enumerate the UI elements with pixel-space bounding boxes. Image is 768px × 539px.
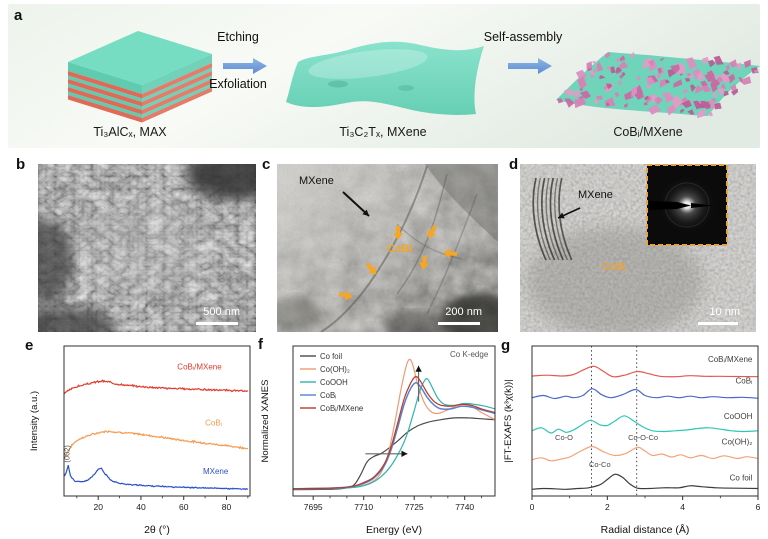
svg-text:Co foil: Co foil xyxy=(730,473,753,482)
svg-text:Co-Co: Co-Co xyxy=(589,460,611,469)
tem-scale-label: 200 nm xyxy=(445,306,482,318)
etching-label: Etching xyxy=(217,30,259,44)
svg-text:MXene: MXene xyxy=(203,467,229,476)
svg-text:CoOOH: CoOOH xyxy=(320,378,348,387)
panel-g-letter: g xyxy=(501,337,511,354)
svg-text:Co(OH)₂: Co(OH)₂ xyxy=(722,437,753,446)
lattice-fringes xyxy=(532,177,573,261)
tem-scale-bar xyxy=(438,322,480,325)
tem-mxene-label: MXene xyxy=(299,175,334,187)
svg-text:Co K-edge: Co K-edge xyxy=(450,350,489,359)
svg-text:CoBᵢ: CoBᵢ xyxy=(736,377,753,386)
exfoliation-label: Exfoliation xyxy=(209,77,267,91)
svg-text:7725: 7725 xyxy=(405,502,424,512)
panel-e-letter: e xyxy=(25,337,34,354)
panel-f-letter: f xyxy=(258,336,263,353)
hrtem-mxene-label: MXene xyxy=(578,189,613,201)
svg-text:CoBᵢ/MXene: CoBᵢ/MXene xyxy=(177,362,222,371)
max-phase-label: Ti₃AlCₓ, MAX xyxy=(93,125,167,139)
hrtem-cob-label: CoBᵢ xyxy=(602,261,627,273)
svg-text:60: 60 xyxy=(179,502,189,512)
panel-a-letter: a xyxy=(14,7,23,24)
sem-image: 500 nm xyxy=(38,164,256,332)
svg-text:Co(OH)₂: Co(OH)₂ xyxy=(320,365,350,374)
svg-text:CoBᵢ/MXene: CoBᵢ/MXene xyxy=(708,355,753,364)
cob-mxene-product-label: CoBᵢ/MXene xyxy=(613,125,683,139)
hrtem-scale-label: 10 nm xyxy=(709,306,740,318)
svg-text:2: 2 xyxy=(605,502,610,512)
svg-text:0: 0 xyxy=(530,502,535,512)
exafs-plot-svg: 0 2 4 6 Radial distance (Å) |FT-EXAFS (k³χ(k)… xyxy=(503,345,761,536)
panel-d-letter: d xyxy=(509,156,519,173)
xanes-plot-svg: 7695 7710 7725 7740 Energy (eV) Normalized XA… xyxy=(260,345,496,536)
svg-text:4: 4 xyxy=(680,502,685,512)
xanes-chart: 7695 7710 7725 7740 Energy (eV) Normalized XA… xyxy=(257,336,502,538)
svg-text:7695: 7695 xyxy=(304,502,323,512)
sem-scale-label: 500 nm xyxy=(203,306,240,318)
svg-text:Normalized XANES: Normalized XANES xyxy=(260,380,271,463)
svg-text:Co-O: Co-O xyxy=(555,433,573,442)
svg-text:CoBᵢ/MXene: CoBᵢ/MXene xyxy=(320,404,363,413)
scheme-illustration xyxy=(8,4,760,148)
svg-text:7710: 7710 xyxy=(354,502,373,512)
hrtem-image: MXene CoBᵢ 10 nm xyxy=(520,164,756,332)
svg-text:20: 20 xyxy=(93,502,103,512)
hrtem-scale-bar xyxy=(698,322,738,325)
svg-text:|FT-EXAFS (k³χ(k))|: |FT-EXAFS (k³χ(k))| xyxy=(503,379,514,462)
svg-text:CoBᵢ: CoBᵢ xyxy=(320,391,336,400)
exafs-chart: 0 2 4 6 Radial distance (Å) |FT-EXAFS (k³χ(k)… xyxy=(500,336,768,538)
svg-text:80: 80 xyxy=(222,502,232,512)
tem-texture xyxy=(277,164,498,332)
xrd-plot-svg: 20 40 60 80 2θ (°) Intensity (a.u.) CoBᵢ/MXene… xyxy=(29,345,251,536)
sem-scale-bar xyxy=(196,322,238,325)
panel-c-letter: c xyxy=(262,156,271,173)
svg-text:Energy (eV): Energy (eV) xyxy=(366,524,422,536)
saed-inset xyxy=(646,164,728,246)
svg-text:CoBᵢ: CoBᵢ xyxy=(205,419,222,428)
svg-text:2θ (°): 2θ (°) xyxy=(144,524,170,536)
tem-cob-label: CoBi xyxy=(387,243,413,255)
svg-text:40: 40 xyxy=(136,502,146,512)
panel-b-letter: b xyxy=(16,156,26,173)
tem-image: MXene CoBi 200 nm xyxy=(277,164,498,332)
mxene-product-label: Ti₃C₂Tₓ, MXene xyxy=(339,125,427,139)
xrd-chart: 20 40 60 80 2θ (°) Intensity (a.u.) CoBᵢ/MXene… xyxy=(26,336,258,538)
sem-texture xyxy=(38,164,256,332)
svg-text:Radial distance (Å): Radial distance (Å) xyxy=(601,523,690,536)
hrtem-texture xyxy=(520,164,756,332)
self-assembly-label: Self-assembly xyxy=(483,30,563,44)
svg-text:Co-O-Co: Co-O-Co xyxy=(628,433,658,442)
svg-text:(002): (002) xyxy=(62,445,71,463)
svg-text:7740: 7740 xyxy=(455,502,474,512)
svg-text:CoOOH: CoOOH xyxy=(724,412,753,421)
svg-text:6: 6 xyxy=(756,502,761,512)
svg-text:Co foil: Co foil xyxy=(320,352,342,361)
svg-text:Intensity (a.u.): Intensity (a.u.) xyxy=(29,391,40,451)
